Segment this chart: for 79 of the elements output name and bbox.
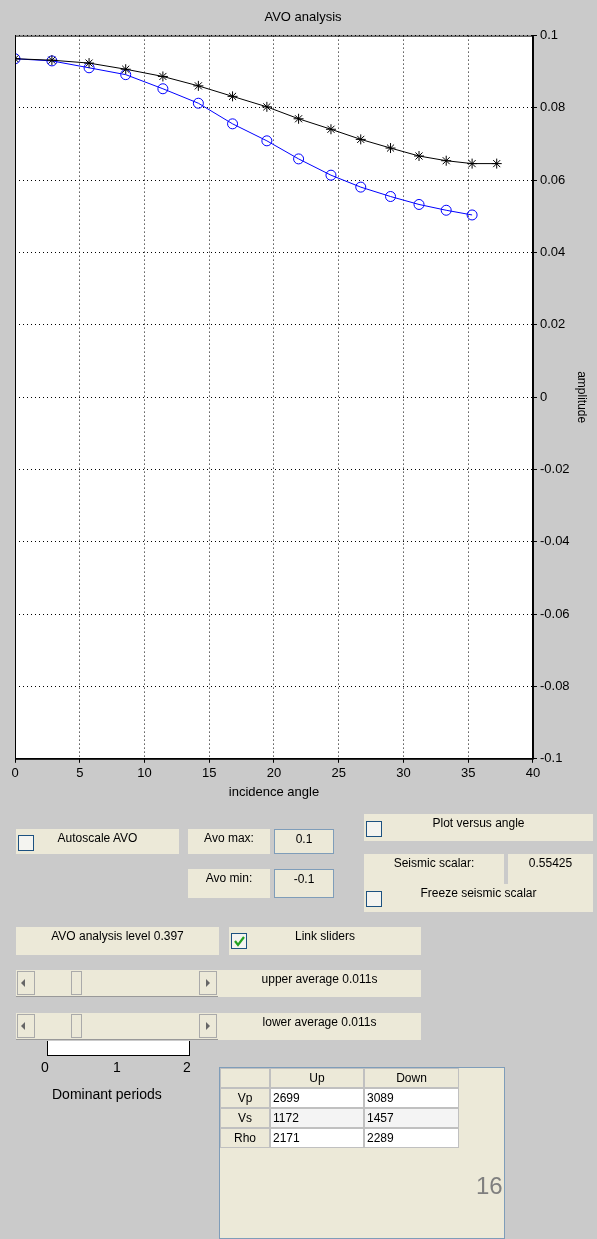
y-tick-label: -0.06: [539, 605, 570, 621]
text: 0.1: [295, 832, 313, 846]
text: Up: [309, 1071, 325, 1085]
point: [491, 158, 503, 170]
x-tick-label: 40: [525, 765, 541, 781]
point: [227, 118, 239, 130]
point: [466, 209, 478, 221]
point: [261, 135, 273, 147]
point: [293, 113, 305, 125]
point: [261, 101, 273, 113]
text: Autoscale AVO: [57, 831, 138, 845]
text: 2699: [273, 1091, 300, 1105]
text: 1457: [367, 1111, 394, 1125]
text: 3089: [367, 1091, 394, 1105]
x-axis-title: incidence angle: [228, 783, 320, 799]
text: upper average 0.011s: [261, 972, 378, 986]
text: 0.55425: [528, 856, 573, 870]
point: [355, 133, 367, 145]
point: [157, 83, 169, 95]
text: Vp: [237, 1091, 253, 1105]
text: 2171: [273, 1131, 300, 1145]
point: [192, 80, 204, 92]
x-tick-label: 25: [331, 765, 346, 781]
text: Vs: [237, 1111, 252, 1125]
point: [466, 158, 478, 170]
x-tick-label: 15: [202, 765, 217, 781]
point: [120, 63, 132, 75]
x-tick-label: 10: [137, 765, 152, 781]
x-tick-label: 5: [76, 765, 84, 781]
point: [157, 70, 169, 82]
point: [413, 150, 425, 162]
text: Down: [396, 1071, 427, 1085]
point: [385, 142, 397, 154]
point: [120, 69, 132, 81]
y-tick-label: 0.1: [539, 27, 559, 43]
y-tick-label: 0.08: [539, 99, 566, 115]
y-tick-label: -0.04: [539, 533, 570, 549]
text: 2: [183, 1059, 191, 1075]
point: [83, 62, 95, 74]
point: [413, 198, 425, 210]
point: [83, 57, 95, 69]
text: Link sliders: [294, 929, 356, 943]
y-axis-title: amplitude: [575, 371, 590, 424]
text: AVO analysis level 0.397: [51, 929, 184, 943]
x-tick-label: 35: [460, 765, 476, 781]
text: 1: [113, 1059, 121, 1075]
y-tick-label: -0.08: [539, 678, 570, 694]
text: Avo max:: [204, 831, 254, 845]
text: 0: [41, 1059, 49, 1075]
y-tick-label: 0.06: [539, 171, 566, 187]
text: 16: [476, 1172, 503, 1199]
text: Avo min:: [205, 871, 253, 885]
point: [325, 169, 337, 181]
chart-title: AVO analysis: [264, 9, 343, 25]
point: [293, 153, 305, 165]
text: Seismic scalar:: [393, 856, 475, 870]
point: [325, 123, 337, 135]
text: Rho: [233, 1131, 256, 1145]
text: 2289: [367, 1131, 394, 1145]
y-tick-label: 0.04: [539, 244, 566, 260]
point: [440, 204, 452, 216]
y-tick-label: 0: [539, 388, 548, 404]
point: [227, 90, 239, 102]
y-tick-label: 0.02: [539, 316, 566, 332]
point: [192, 97, 204, 109]
text: -0.1: [293, 872, 315, 886]
text: lower average 0.011s: [262, 1015, 377, 1029]
x-tick-label: 20: [266, 765, 282, 781]
y-tick-label: -0.02: [539, 461, 570, 477]
text: 1172: [273, 1111, 299, 1125]
text: Freeze seismic scalar: [420, 886, 537, 900]
x-tick-label: 0: [11, 765, 19, 781]
point: [355, 181, 367, 193]
text: Dominant periods: [52, 1086, 162, 1102]
y-tick-label: -0.1: [539, 750, 563, 766]
point: [385, 191, 397, 203]
text: Plot versus angle: [432, 816, 525, 830]
x-tick-label: 30: [396, 765, 411, 781]
point: [440, 155, 452, 167]
